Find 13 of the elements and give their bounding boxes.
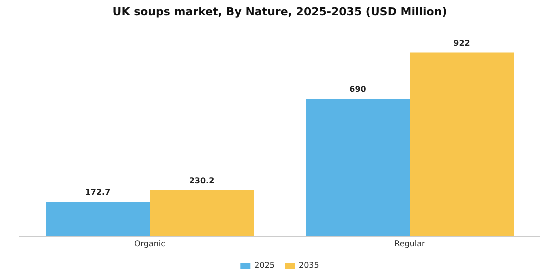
data-label: 230.2 [189, 176, 215, 186]
bar [46, 202, 150, 236]
x-tick-label: Regular [394, 239, 426, 248]
legend-label: 2025 [254, 261, 275, 270]
chart-title: UK soups market, By Nature, 2025-2035 (USD Million) [112, 5, 448, 18]
data-label: 690 [350, 85, 367, 94]
data-label: 172.7 [85, 188, 111, 198]
bar [410, 52, 514, 236]
bar [150, 190, 254, 236]
legend-label: 2035 [299, 261, 320, 270]
data-label: 922 [454, 38, 470, 48]
x-tick-label: Organic [134, 239, 166, 248]
bar [306, 98, 410, 236]
